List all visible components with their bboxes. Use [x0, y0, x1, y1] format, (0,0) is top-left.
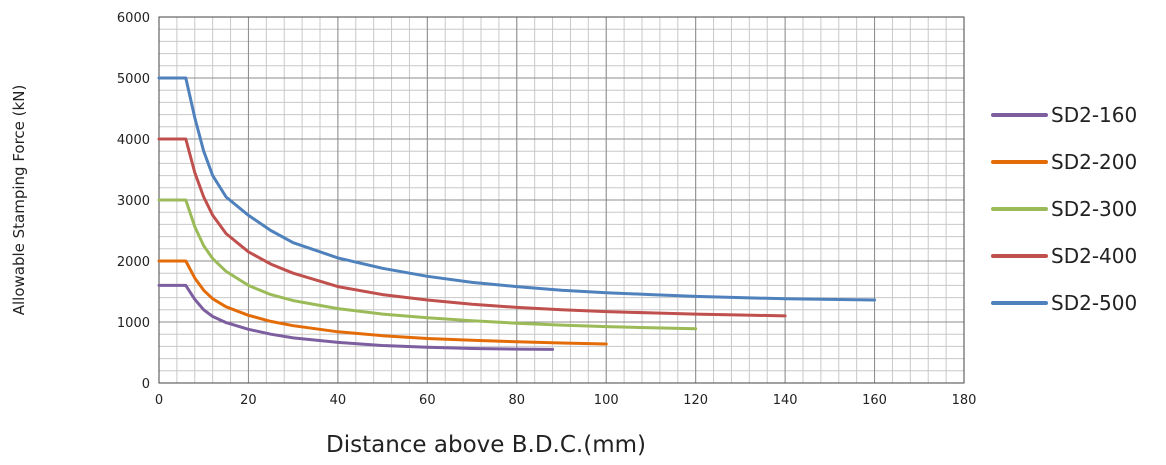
x-tick-labels: 0 20 40 60 80 100 120 140 160 180: [155, 393, 977, 408]
y-tick-label: 6000: [117, 11, 150, 26]
x-tick-label: 120: [683, 393, 708, 408]
x-tick-label: 140: [773, 393, 798, 408]
major-gridlines: [158, 16, 965, 384]
series-line-sd2-200: [157, 259, 608, 346]
legend: SD2-160 SD2-200 SD2-300 SD2-400 SD2-500: [991, 103, 1137, 315]
x-tick-label: 60: [419, 393, 436, 408]
legend-label: SD2-300: [1051, 197, 1137, 221]
y-tick-label: 1000: [117, 316, 150, 331]
x-tick-label: 180: [952, 393, 977, 408]
x-tick-label: 100: [594, 393, 619, 408]
series-line-sd2-400: [157, 137, 787, 318]
legend-label: SD2-400: [1051, 244, 1137, 268]
legend-label: SD2-200: [1051, 150, 1137, 174]
y-tick-label: 0: [142, 377, 150, 392]
x-tick-label: 20: [240, 393, 257, 408]
series-lines: [157, 76, 877, 351]
y-tick-label: 4000: [117, 133, 150, 148]
y-tick-label: 3000: [117, 194, 150, 209]
legend-label: SD2-500: [1051, 291, 1137, 315]
x-tick-label: 0: [155, 393, 163, 408]
series-line-sd2-500: [157, 76, 877, 302]
x-tick-label: 160: [862, 393, 887, 408]
series-line-sd2-300: [157, 198, 698, 331]
legend-label: SD2-160: [1051, 103, 1137, 127]
x-tick-label: 40: [330, 393, 347, 408]
x-axis-title: Distance above B.D.C.(mm): [326, 432, 646, 458]
y-tick-labels: 0 1000 2000 3000 4000 5000 6000: [117, 11, 150, 392]
y-tick-label: 2000: [117, 255, 150, 270]
series-line-sd2-160: [157, 283, 555, 351]
y-tick-label: 5000: [117, 72, 150, 87]
y-axis-title: Allowable Stamping Force (kN): [10, 85, 28, 316]
x-tick-label: 80: [509, 393, 526, 408]
